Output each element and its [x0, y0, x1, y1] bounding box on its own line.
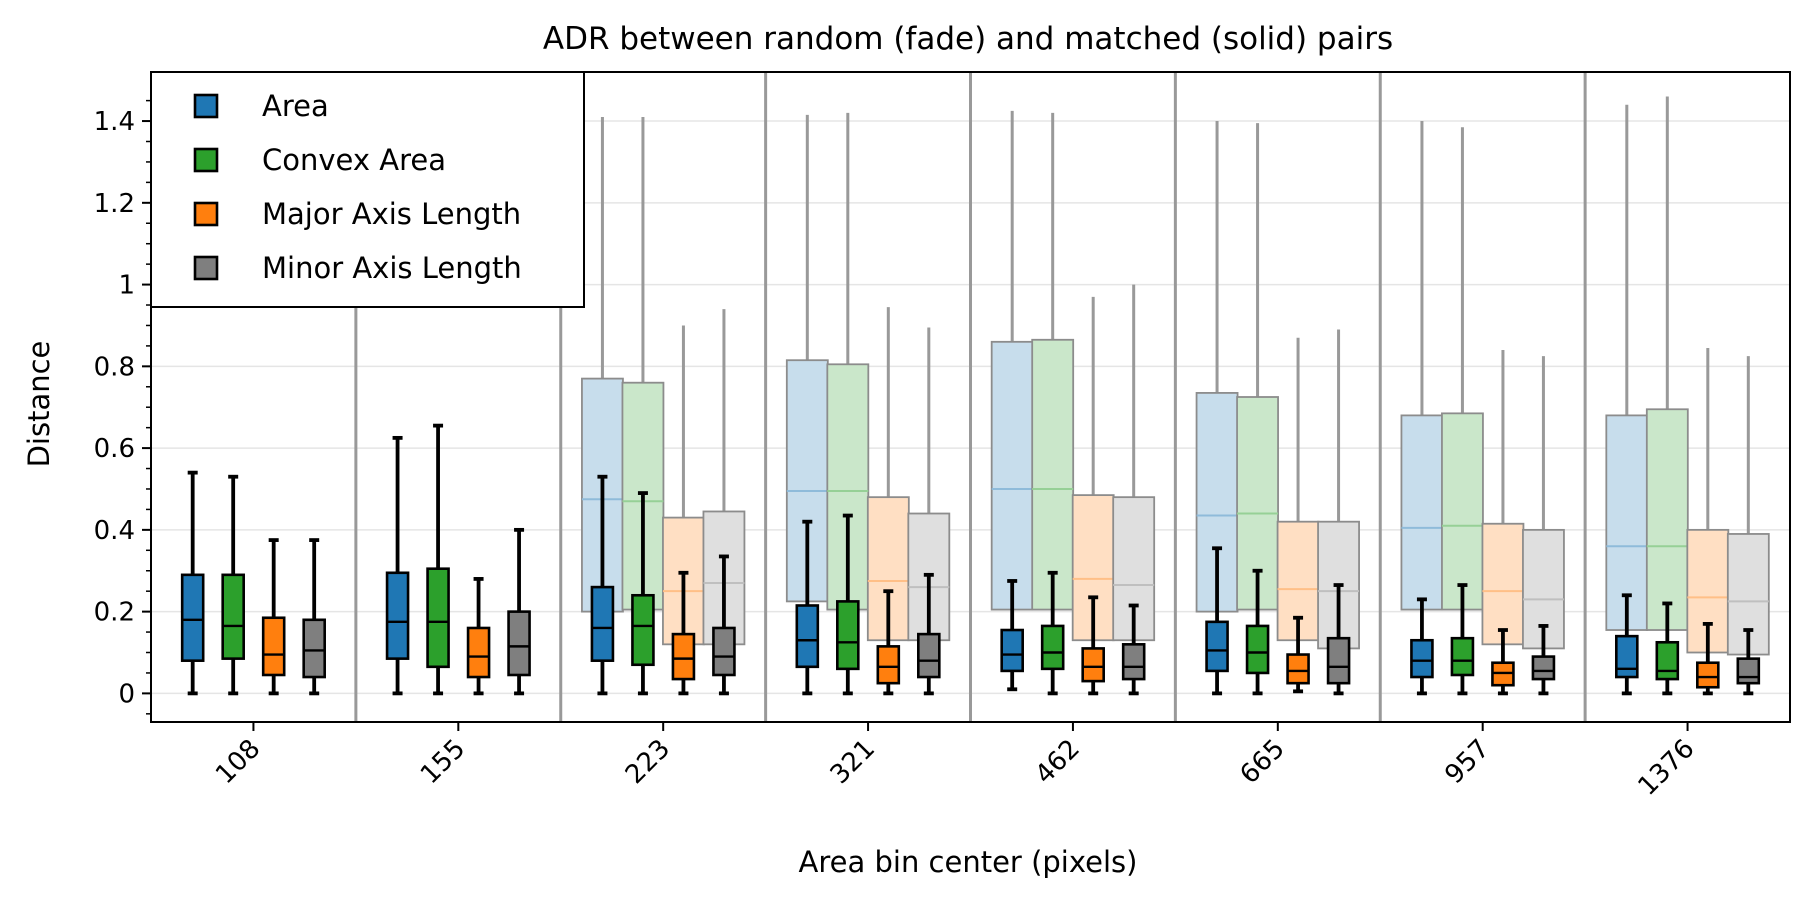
- matched-box: [466, 626, 491, 679]
- random-box: [1645, 408, 1689, 631]
- x-tick-label: 665: [1234, 734, 1290, 790]
- matched-box: [1655, 640, 1680, 681]
- y-tick-label: 1.2: [94, 189, 135, 219]
- legend-box: [150, 71, 585, 308]
- x-tick-label: 108: [210, 734, 266, 790]
- matched-box: [1531, 655, 1556, 681]
- y-tick-label: 0: [118, 679, 135, 709]
- matched-box: [1121, 643, 1146, 681]
- random-box: [1481, 522, 1525, 646]
- x-tick-label: 957: [1439, 734, 1495, 790]
- chart-title: ADR between random (fade) and matched (s…: [543, 21, 1393, 57]
- legend-label: Major Axis Length: [262, 197, 521, 231]
- y-tick-label: 1: [118, 271, 135, 301]
- matched-box: [180, 573, 205, 662]
- x-tick-label: 462: [1030, 734, 1086, 790]
- matched-box: [590, 585, 615, 662]
- random-box: [1031, 338, 1075, 611]
- y-tick-label: 0.6: [94, 434, 135, 464]
- matched-box: [1000, 628, 1024, 673]
- y-tick-label: 0.2: [94, 598, 135, 628]
- matched-box: [1081, 647, 1105, 683]
- matched-box: [671, 632, 696, 681]
- matched-box: [507, 610, 531, 677]
- matched-box: [1286, 653, 1310, 685]
- legend-label: Minor Axis Length: [262, 251, 522, 285]
- matched-box: [1450, 636, 1475, 677]
- matched-box: [1615, 634, 1639, 679]
- random-box: [1441, 412, 1484, 611]
- matched-box: [302, 618, 326, 679]
- x-axis-label: Area bin center (pixels): [799, 845, 1138, 879]
- matched-box: [426, 567, 450, 669]
- random-box: [1522, 528, 1565, 650]
- y-axis-label: Distance: [22, 341, 56, 468]
- matched-box: [1205, 620, 1229, 673]
- legend-swatch: [193, 93, 219, 119]
- random-box: [990, 340, 1034, 611]
- matched-box: [1696, 661, 1720, 689]
- matched-box: [795, 604, 820, 669]
- random-box: [1400, 414, 1444, 611]
- legend-swatch: [193, 201, 219, 227]
- y-tick-label: 1.4: [94, 107, 135, 137]
- matched-box: [836, 600, 860, 671]
- matched-box: [385, 571, 410, 660]
- legend-label: Area: [262, 89, 329, 123]
- matched-box: [712, 626, 736, 677]
- legend-label: Convex Area: [262, 143, 446, 177]
- legend-swatch: [193, 147, 219, 173]
- x-tick-label: 1376: [1633, 734, 1701, 802]
- matched-box: [1040, 624, 1065, 671]
- matched-box: [1736, 657, 1761, 685]
- matched-box: [631, 593, 655, 667]
- matched-box: [1410, 638, 1434, 679]
- matched-box: [1245, 624, 1270, 675]
- matched-box: [1326, 636, 1351, 685]
- matched-box: [876, 645, 901, 685]
- x-tick-label: 223: [620, 734, 676, 790]
- matched-box: [917, 632, 941, 679]
- y-tick-label: 0.8: [94, 352, 135, 382]
- matched-box: [221, 573, 245, 660]
- x-tick-label: 155: [415, 734, 471, 790]
- y-tick-label: 0.4: [94, 516, 135, 546]
- legend: Area Convex Area Major Axis Length Minor Ax…: [150, 71, 585, 308]
- plot-frame: [150, 71, 1791, 723]
- matched-box: [261, 616, 286, 677]
- x-tick-label: 321: [825, 734, 881, 790]
- legend-swatch: [193, 255, 219, 281]
